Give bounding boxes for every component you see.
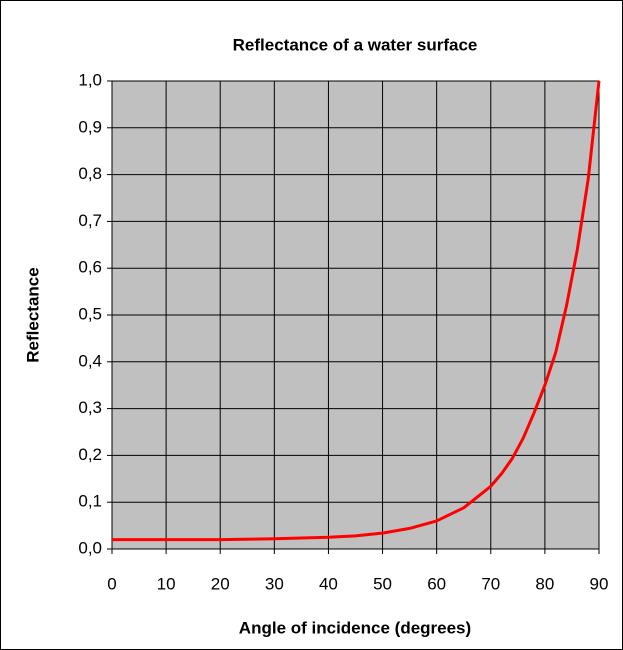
y-tick-label: 0,9	[78, 117, 102, 136]
x-tick-label: 0	[107, 574, 116, 593]
y-tick-label: 0,7	[78, 211, 102, 230]
y-tick-label: 0,5	[78, 304, 102, 323]
x-tick-label: 20	[211, 574, 230, 593]
y-tick-label: 0,0	[78, 538, 102, 557]
x-tick-label: 50	[373, 574, 392, 593]
y-tick-label: 0,1	[78, 492, 102, 511]
x-tick-label: 90	[590, 574, 609, 593]
y-tick-label: 0,4	[78, 351, 102, 370]
x-axis-label: Angle of incidence (degrees)	[239, 618, 471, 637]
y-tick-label: 0,8	[78, 164, 102, 183]
x-tick-label: 30	[265, 574, 284, 593]
x-tick-label: 10	[157, 574, 176, 593]
y-tick-label: 0,3	[78, 398, 102, 417]
y-tick-label: 0,6	[78, 258, 102, 277]
y-axis-label: Reflectance	[23, 267, 42, 362]
x-tick-label: 40	[319, 574, 338, 593]
line-series	[112, 80, 601, 542]
y-tick-label: 0,2	[78, 445, 102, 464]
x-tick-label: 70	[481, 574, 500, 593]
chart-title: Reflectance of a water surface	[233, 35, 478, 54]
x-tick-label: 60	[427, 574, 446, 593]
x-tick-label: 80	[535, 574, 554, 593]
y-tick-label: 1,0	[78, 70, 102, 89]
